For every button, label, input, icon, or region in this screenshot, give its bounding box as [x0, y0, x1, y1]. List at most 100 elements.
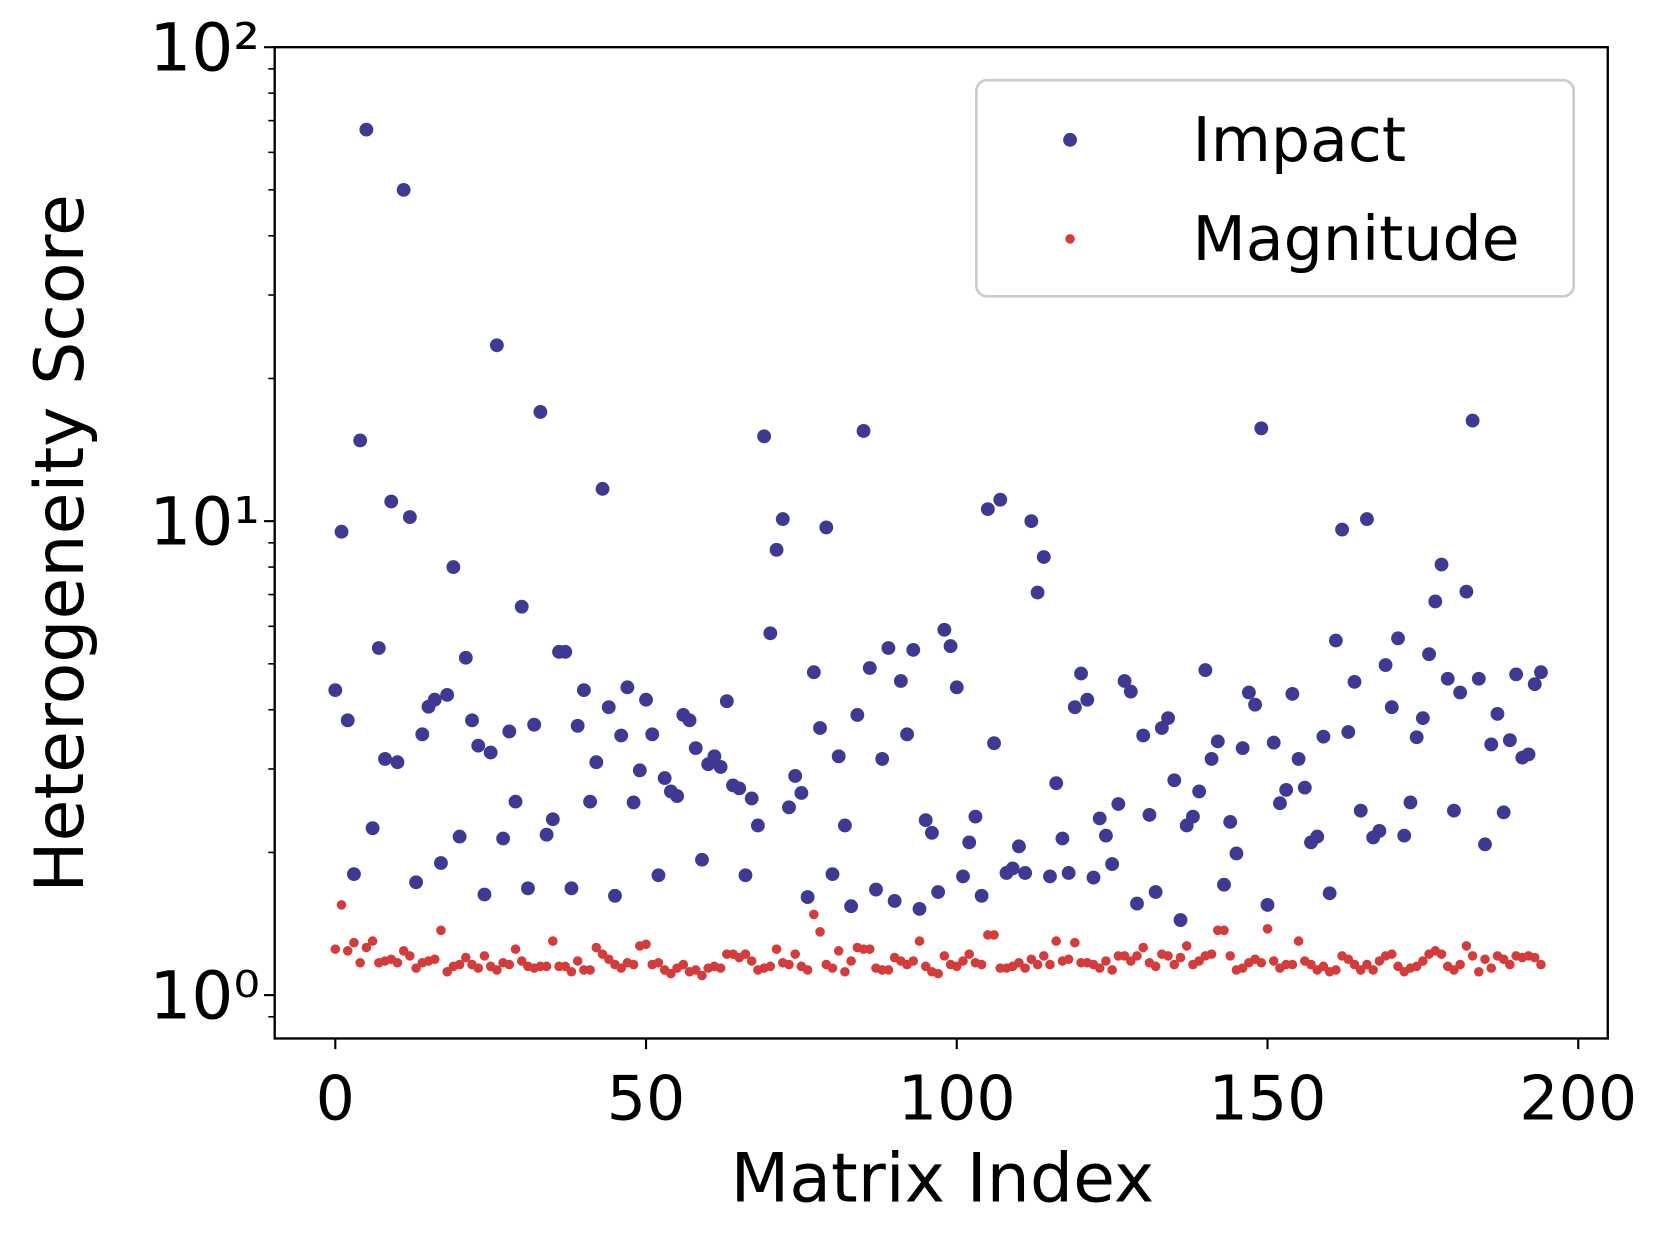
point: [1051, 936, 1061, 946]
point: [1534, 665, 1548, 680]
point: [862, 661, 877, 675]
point: [1455, 959, 1465, 970]
point: [707, 749, 722, 764]
point: [802, 965, 813, 975]
point: [471, 738, 486, 753]
point: [864, 944, 875, 954]
point: [951, 961, 962, 972]
point: [516, 956, 527, 966]
point: [1478, 837, 1492, 852]
point: [825, 867, 840, 882]
point: [347, 867, 361, 882]
y-tick-label: 10¹: [149, 484, 259, 561]
point: [827, 963, 838, 973]
point: [328, 683, 343, 698]
point: [1341, 725, 1356, 739]
point: [920, 961, 931, 972]
point: [1378, 658, 1393, 672]
point: [1136, 728, 1151, 743]
point: [1459, 584, 1474, 599]
point: [788, 769, 803, 783]
point: [1063, 954, 1074, 965]
point: [576, 683, 591, 698]
point: [1055, 831, 1070, 846]
point: [790, 949, 800, 959]
point: [784, 959, 794, 970]
point: [931, 885, 946, 899]
point: [585, 965, 595, 975]
point: [775, 512, 790, 527]
point: [465, 713, 479, 728]
point: [340, 713, 355, 728]
point: [1045, 959, 1055, 970]
legend-marker: [1063, 132, 1077, 147]
point: [782, 800, 796, 815]
point: [492, 965, 502, 975]
point: [1291, 752, 1306, 766]
point: [1260, 897, 1275, 912]
point: [746, 956, 757, 966]
point: [1490, 706, 1505, 721]
point: [1480, 954, 1490, 965]
point: [545, 812, 560, 827]
point: [666, 968, 676, 979]
point: [906, 642, 921, 657]
point: [1132, 951, 1142, 961]
point: [1335, 522, 1350, 537]
point: [769, 542, 784, 557]
point: [697, 970, 707, 981]
point: [964, 949, 974, 959]
point: [1521, 747, 1536, 762]
point: [856, 424, 871, 438]
point: [1449, 965, 1459, 975]
point: [1331, 965, 1341, 975]
point: [1043, 869, 1057, 884]
point: [1181, 941, 1192, 951]
point: [479, 951, 490, 961]
point: [1465, 413, 1480, 428]
point: [1293, 936, 1304, 946]
point: [1527, 677, 1542, 692]
point: [1117, 674, 1132, 688]
point: [1074, 666, 1088, 681]
point: [1038, 951, 1049, 961]
point: [831, 749, 846, 764]
point: [750, 818, 765, 833]
point: [651, 868, 666, 883]
y-axis-label: Heterogeneity Score: [21, 194, 100, 893]
point: [887, 894, 902, 908]
point: [738, 868, 753, 883]
point: [1061, 866, 1076, 880]
point: [881, 641, 896, 655]
point: [1105, 857, 1120, 871]
x-axis-label: Matrix Index: [730, 1139, 1154, 1218]
point: [1148, 885, 1163, 899]
point: [837, 818, 852, 833]
point: [367, 936, 378, 946]
point: [1266, 735, 1281, 750]
point: [384, 494, 399, 509]
x-tick-label: 0: [316, 1062, 355, 1134]
point: [330, 944, 341, 954]
point: [765, 961, 776, 972]
point: [1322, 886, 1337, 901]
point: [504, 959, 515, 970]
point: [813, 721, 827, 735]
point: [390, 755, 405, 770]
point: [1262, 924, 1273, 934]
point: [757, 429, 772, 444]
point: [1101, 956, 1111, 966]
point: [1349, 959, 1360, 970]
point: [336, 900, 347, 910]
point: [461, 952, 471, 963]
point: [1225, 951, 1236, 961]
point: [1107, 965, 1117, 975]
point: [893, 674, 908, 688]
point: [434, 856, 448, 870]
point: [1368, 965, 1378, 975]
point: [572, 956, 583, 966]
point: [620, 680, 635, 695]
point: [908, 956, 919, 966]
point: [521, 881, 535, 896]
point: [939, 951, 950, 961]
